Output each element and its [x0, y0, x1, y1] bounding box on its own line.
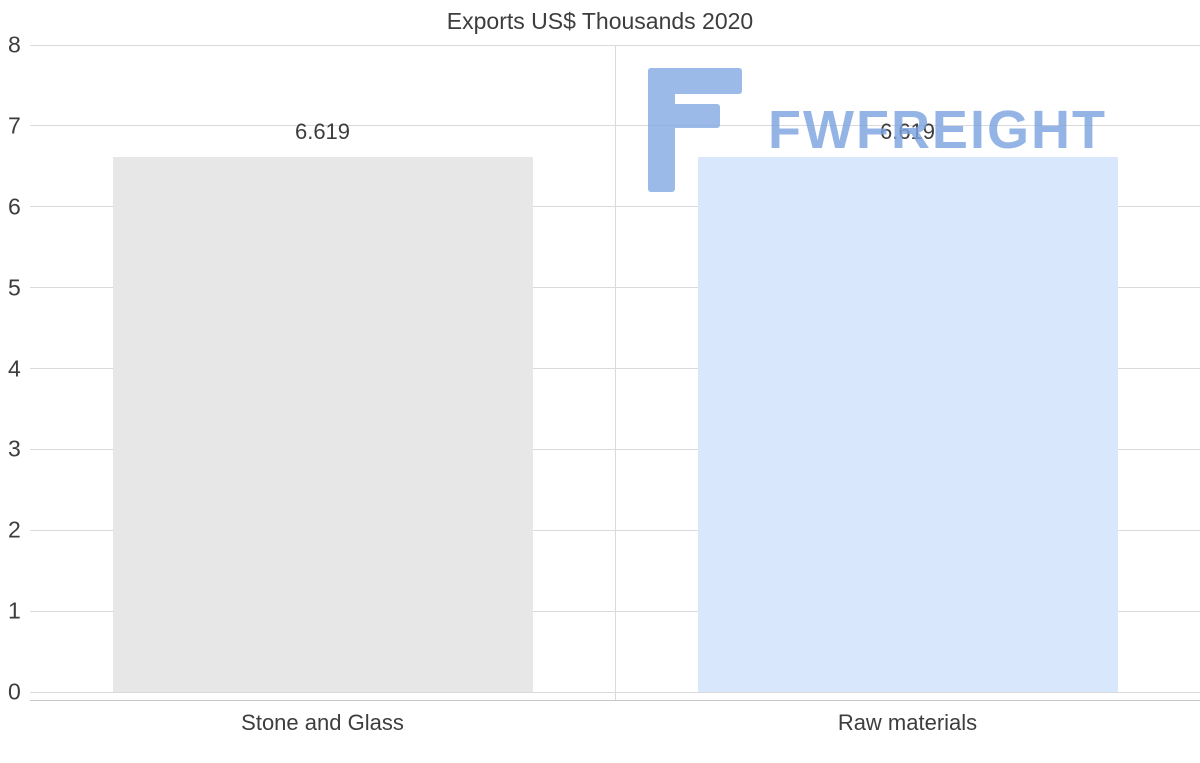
- bar-raw-materials: [697, 156, 1118, 692]
- y-axis-label: 8: [8, 31, 21, 58]
- category-separator: [615, 45, 616, 700]
- x-axis-label: Stone and Glass: [241, 710, 404, 735]
- y-axis-label: 5: [8, 274, 21, 301]
- y-axis-label: 7: [8, 112, 21, 139]
- y-axis-label: 1: [8, 597, 21, 624]
- y-axis-label: 6: [8, 193, 21, 220]
- bar-value-label: 6.619: [879, 118, 936, 144]
- x-axis-line: [30, 700, 1200, 701]
- y-axis-label: 4: [8, 355, 21, 381]
- y-axis-label: 3: [8, 435, 21, 462]
- x-axis-label: Raw materials: [837, 710, 978, 735]
- y-axis-label: 0: [8, 678, 21, 705]
- bar-stone-and-glass: [112, 156, 533, 692]
- bar-value-label: 6.619: [294, 118, 351, 144]
- y-axis-label: 2: [8, 516, 21, 543]
- chart-title: Exports US$ Thousands 2020: [446, 8, 754, 34]
